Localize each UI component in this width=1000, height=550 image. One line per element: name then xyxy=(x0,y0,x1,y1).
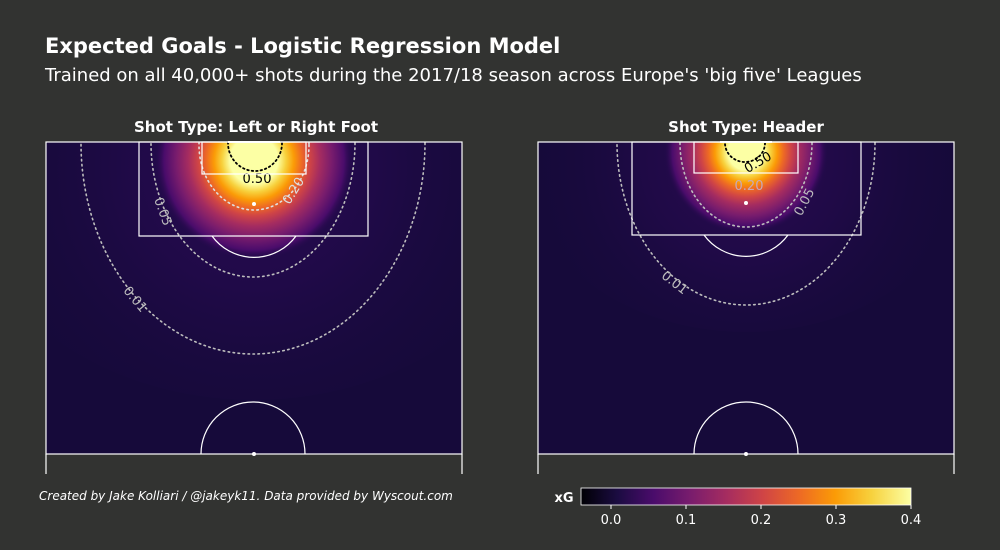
panel-title-foot: Shot Type: Left or Right Foot xyxy=(134,118,378,136)
colorbar-label: xG xyxy=(554,491,573,506)
colorbar: xG 0.0 0.1 0.2 0.3 0.4 xyxy=(554,487,922,528)
colorbar-tick-label: 0.2 xyxy=(751,513,772,528)
contour-0-05-foot xyxy=(150,142,356,278)
panel-title-header: Shot Type: Header xyxy=(668,118,824,136)
contour-label-0-50-foot: 0.50 xyxy=(243,172,272,187)
heatmap-header xyxy=(538,142,954,454)
centre-spot-header xyxy=(744,452,748,456)
credit-footer: Created by Jake Kolliari / @jakeyk11. Da… xyxy=(39,489,453,503)
colorbar-gradient xyxy=(580,487,912,506)
centre-spot-foot xyxy=(252,452,256,456)
colorbar-tick-label: 0.4 xyxy=(901,513,922,528)
colorbar-tick-label: 0.1 xyxy=(676,513,697,528)
heatmap-foot xyxy=(46,142,462,454)
contour-0-20-foot xyxy=(198,142,310,211)
page-subtitle: Trained on all 40,000+ shots during the … xyxy=(45,65,862,86)
page-title: Expected Goals - Logistic Regression Mod… xyxy=(45,34,561,58)
colorbar-tick-label: 0.3 xyxy=(826,513,847,528)
colorbar-tick-label: 0.0 xyxy=(601,513,622,528)
panel-header: Shot Type: Header 0.01 0.05 0.20 0.50 xyxy=(537,118,955,474)
colorbar-ticks: 0.0 0.1 0.2 0.3 0.4 xyxy=(601,505,922,528)
contour-label-0-20-header: 0.20 xyxy=(735,179,764,194)
contour-0-01-header xyxy=(616,142,876,306)
penalty-spot-foot xyxy=(252,202,256,206)
panel-foot: Shot Type: Left or Right Foot 0.01 0.05 … xyxy=(45,118,463,474)
contour-0-05-header xyxy=(679,142,813,228)
penalty-spot-header xyxy=(744,201,748,205)
contour-0-01-foot xyxy=(80,142,426,355)
